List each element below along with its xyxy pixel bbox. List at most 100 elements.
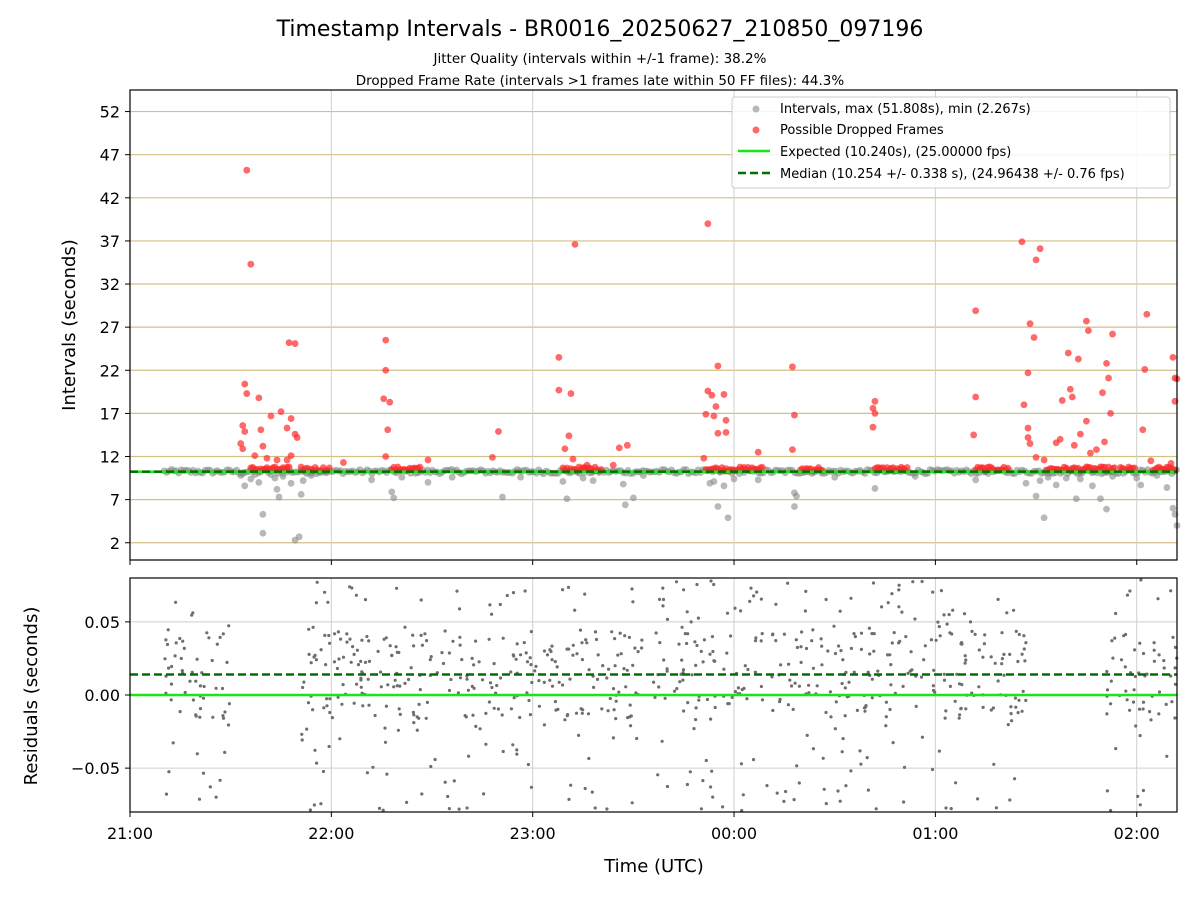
residual-point bbox=[1139, 578, 1143, 582]
interval-point bbox=[1103, 505, 1110, 513]
residual-point bbox=[982, 642, 987, 646]
residual-point bbox=[726, 702, 730, 706]
residual-point bbox=[338, 737, 342, 741]
residual-point bbox=[412, 644, 416, 648]
residual-point bbox=[625, 668, 629, 672]
residual-point bbox=[579, 707, 583, 711]
dropped-point bbox=[273, 456, 281, 464]
residual-point bbox=[492, 662, 496, 666]
residual-point bbox=[822, 787, 826, 791]
residual-point bbox=[617, 690, 621, 694]
intervals-ytick-label-0: 2 bbox=[110, 534, 120, 553]
residual-point bbox=[377, 806, 382, 811]
residual-point bbox=[795, 764, 799, 768]
residual-point bbox=[803, 609, 808, 613]
residual-point bbox=[694, 663, 698, 668]
residual-point bbox=[580, 641, 584, 645]
residual-point bbox=[371, 765, 375, 769]
residual-point bbox=[1128, 589, 1132, 593]
dropped-point bbox=[700, 454, 708, 462]
residual-point bbox=[954, 781, 958, 785]
residual-point bbox=[868, 652, 872, 656]
residual-point bbox=[352, 701, 356, 705]
residual-point bbox=[794, 638, 798, 642]
residual-point bbox=[890, 592, 894, 596]
residual-point bbox=[466, 688, 470, 692]
residual-point bbox=[183, 690, 187, 695]
dropped-point bbox=[565, 432, 573, 440]
residual-point bbox=[553, 660, 557, 664]
residual-point bbox=[381, 808, 385, 812]
residual-point bbox=[174, 641, 178, 645]
residual-point bbox=[452, 779, 456, 783]
residual-point bbox=[849, 769, 853, 773]
residual-point bbox=[529, 630, 534, 634]
residual-point bbox=[313, 748, 317, 752]
residual-point bbox=[1014, 705, 1018, 709]
residual-point bbox=[188, 679, 192, 683]
residual-point bbox=[874, 807, 878, 811]
residual-point bbox=[388, 644, 392, 648]
residual-point bbox=[383, 726, 387, 730]
residual-point bbox=[799, 660, 803, 665]
residual-point bbox=[1023, 659, 1027, 663]
residual-point bbox=[215, 642, 219, 646]
intervals-ytick-label-3: 17 bbox=[100, 404, 120, 423]
dropped-point bbox=[567, 390, 575, 397]
residual-point bbox=[658, 641, 662, 645]
residual-point bbox=[1141, 707, 1145, 711]
residual-point bbox=[838, 799, 842, 803]
interval-point bbox=[754, 476, 762, 484]
residual-point bbox=[490, 685, 494, 690]
residual-point bbox=[947, 613, 951, 617]
residual-point bbox=[771, 708, 775, 713]
residual-point bbox=[1002, 673, 1006, 677]
residual-point bbox=[1165, 754, 1169, 758]
dropped-point bbox=[283, 424, 291, 432]
residual-point bbox=[169, 698, 173, 702]
residual-point bbox=[337, 657, 341, 661]
dropped-point bbox=[416, 463, 424, 471]
dropped-point bbox=[710, 412, 718, 420]
residual-point bbox=[702, 638, 707, 642]
residual-point bbox=[937, 625, 941, 629]
residual-point bbox=[654, 631, 658, 635]
residual-point bbox=[605, 676, 609, 680]
residual-point bbox=[675, 687, 679, 691]
residual-point bbox=[527, 698, 531, 703]
interval-point bbox=[259, 529, 267, 537]
dropped-point bbox=[1020, 401, 1028, 409]
residual-point bbox=[721, 805, 725, 809]
residual-point bbox=[396, 728, 400, 732]
interval-point bbox=[424, 478, 432, 486]
residual-point bbox=[701, 779, 705, 783]
residual-point bbox=[870, 696, 874, 700]
residual-point bbox=[733, 606, 737, 610]
dropped-point bbox=[1101, 438, 1108, 446]
residual-point bbox=[1173, 716, 1177, 720]
residual-point bbox=[629, 724, 633, 728]
intervals-ytick-label-4: 22 bbox=[100, 361, 120, 380]
residual-point bbox=[223, 750, 227, 755]
residual-point bbox=[221, 714, 225, 718]
residual-point bbox=[415, 728, 419, 732]
residual-point bbox=[311, 625, 315, 629]
residual-point bbox=[821, 756, 825, 760]
residual-point bbox=[360, 638, 364, 642]
residual-point bbox=[458, 643, 462, 647]
interval-point bbox=[287, 479, 295, 487]
dropped-point bbox=[704, 387, 712, 395]
residual-point bbox=[665, 784, 670, 789]
residual-point bbox=[863, 709, 867, 713]
interval-point bbox=[1137, 481, 1145, 489]
residual-point bbox=[1157, 690, 1162, 694]
residual-point bbox=[451, 639, 455, 643]
interval-point bbox=[621, 501, 629, 509]
residual-point bbox=[826, 649, 830, 653]
interval-point bbox=[1044, 473, 1052, 481]
intervals-ytick-label-6: 32 bbox=[100, 275, 120, 294]
residual-point bbox=[201, 771, 206, 775]
legend-box bbox=[731, 96, 1171, 189]
residual-point bbox=[889, 683, 893, 687]
